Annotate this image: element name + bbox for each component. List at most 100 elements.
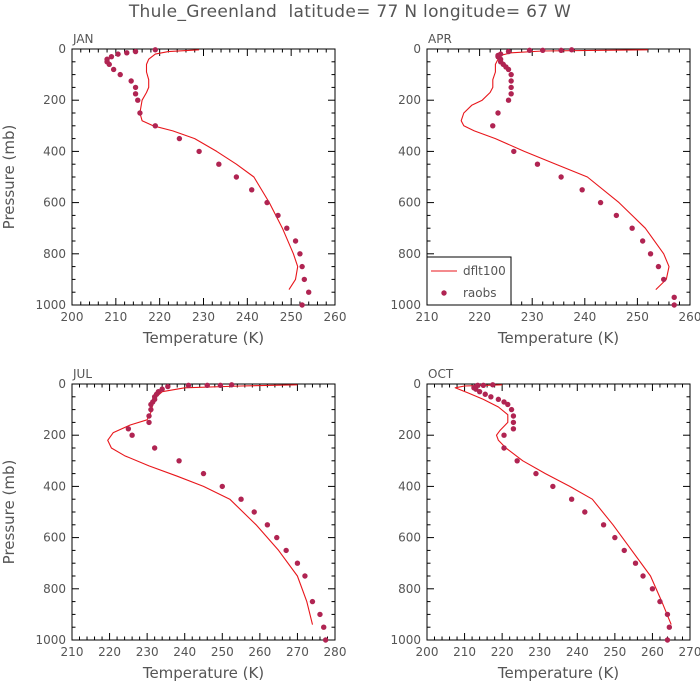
raobs-point: [600, 522, 607, 528]
raobs-point: [176, 135, 183, 142]
x-tick-label: 230: [192, 310, 215, 324]
raobs-point: [534, 161, 541, 167]
x-tick-label: 220: [148, 310, 171, 324]
raobs-point: [284, 225, 290, 231]
figure-title: Thule_Greenland latitude= 77 N longitude…: [128, 2, 572, 22]
y-tick-label: 400: [398, 479, 421, 493]
raobs-point: [508, 406, 515, 413]
raobs-point: [135, 97, 141, 103]
x-axis-label: Temperature (K): [497, 329, 619, 347]
raobs-point: [640, 573, 646, 579]
raobs-point: [251, 509, 257, 515]
raobs-point: [508, 91, 514, 97]
raobs-point: [249, 187, 255, 193]
raobs-point: [671, 294, 677, 301]
x-tick-label: 210: [453, 645, 476, 659]
raobs-point: [306, 289, 312, 295]
raobs-point: [505, 97, 512, 103]
legend: dflt100 raobs: [426, 256, 512, 306]
raobs-point: [510, 413, 517, 419]
raobs-point: [558, 47, 564, 53]
series-line-dflt100: [454, 384, 672, 625]
x-axis-label: Temperature (K): [142, 664, 264, 682]
raobs-point: [152, 123, 158, 129]
raobs-point: [632, 560, 639, 566]
raobs-point: [613, 212, 620, 219]
x-tick-label: 250: [211, 645, 234, 659]
y-tick-label: 400: [43, 144, 66, 158]
raobs-point: [299, 302, 305, 308]
raobs-point: [104, 56, 110, 62]
raobs-point: [176, 458, 182, 464]
raobs-point: [132, 84, 139, 91]
raobs-point: [322, 637, 329, 643]
x-axis-label: Temperature (K): [142, 329, 264, 347]
raobs-point: [508, 78, 514, 84]
raobs-point: [129, 432, 135, 438]
raobs-point: [165, 383, 171, 390]
raobs-point: [317, 611, 323, 618]
y-tick-label: 0: [413, 377, 421, 391]
raobs-point: [510, 426, 517, 432]
raobs-point: [488, 394, 494, 400]
panel-label: JAN: [72, 32, 94, 46]
x-tick-label: 220: [98, 645, 121, 659]
raobs-point: [159, 386, 165, 392]
raobs-point: [514, 458, 520, 464]
raobs-point: [132, 91, 139, 97]
raobs-point: [550, 483, 556, 490]
raobs-point: [228, 382, 235, 388]
x-tick-label: 230: [521, 310, 544, 324]
raobs-point: [568, 496, 575, 502]
x-tick-label: 270: [679, 645, 700, 659]
y-tick-label: 0: [413, 42, 421, 56]
raobs-point: [505, 48, 512, 55]
raobs-point: [309, 598, 316, 605]
legend-box: [426, 256, 512, 306]
raobs-point: [511, 148, 517, 155]
x-tick-label: 210: [61, 645, 84, 659]
panel-label: APR: [428, 32, 452, 46]
y-tick-label: 1000: [390, 633, 421, 647]
raobs-point: [558, 174, 564, 180]
raobs-point: [639, 238, 646, 244]
raobs-point: [497, 51, 504, 57]
x-tick-label: 230: [136, 645, 159, 659]
raobs-point: [533, 470, 539, 477]
raobs-point: [655, 263, 662, 270]
raobs-point: [264, 199, 270, 206]
raobs-point: [612, 534, 618, 541]
legend-label: dflt100: [463, 264, 506, 278]
x-tick-label: 200: [416, 645, 439, 659]
raobs-point: [294, 560, 301, 566]
legend-marker-swatch: [441, 290, 447, 296]
raobs-point: [110, 66, 117, 73]
raobs-point: [238, 496, 244, 502]
x-tick-label: 250: [603, 645, 626, 659]
raobs-point: [579, 187, 585, 193]
raobs-point: [132, 48, 139, 55]
raobs-point: [124, 50, 130, 56]
x-tick-label: 260: [641, 645, 664, 659]
raobs-point: [657, 598, 663, 605]
raobs-point: [495, 110, 501, 116]
x-axis-label: Temperature (K): [497, 664, 619, 682]
raobs-point: [482, 391, 488, 397]
y-tick-label: 600: [43, 531, 66, 545]
series-line-dflt100: [107, 384, 314, 625]
y-tick-label: 800: [43, 582, 66, 596]
raobs-point: [495, 396, 502, 403]
y-tick-label: 800: [398, 247, 421, 261]
x-tick-label: 270: [286, 645, 309, 659]
raobs-point: [274, 534, 280, 541]
x-tick-label: 260: [324, 310, 347, 324]
raobs-point: [664, 611, 671, 618]
axis-frame: [71, 48, 336, 306]
y-tick-label: 1000: [390, 298, 421, 312]
panel-oct: 200 210 220 230 240 250 260 270 0 200 400 600 800 100…: [390, 367, 700, 682]
x-tick-label: 240: [173, 645, 196, 659]
raobs-point: [321, 624, 327, 630]
raobs-point: [137, 110, 143, 116]
panel-jan: 200 210 220 230 240 250 260 0 200 400 600 800 1000 JA…: [0, 32, 346, 347]
raobs-point: [501, 445, 507, 451]
